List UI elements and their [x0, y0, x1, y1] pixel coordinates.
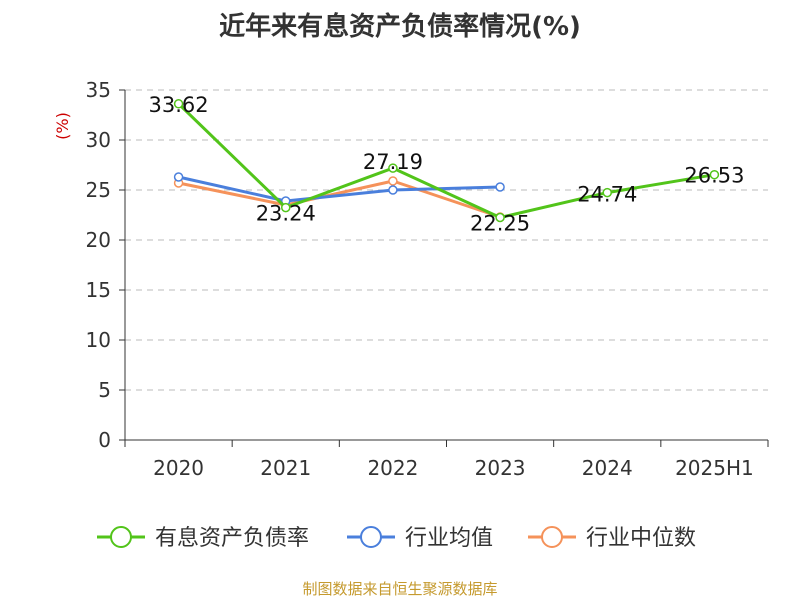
y-tick-label: 30: [86, 128, 111, 152]
legend-marker: [110, 526, 132, 548]
chart-title: 近年来有息资产负债率情况(%): [219, 12, 581, 42]
data-point: [495, 182, 505, 192]
y-tick-label: 25: [86, 178, 111, 202]
data-label: 23.24: [256, 202, 316, 226]
data-point: [709, 169, 720, 180]
y-tick-label: 20: [86, 228, 111, 252]
x-tick-label: 2022: [367, 456, 418, 480]
x-tick-label: 2023: [475, 456, 526, 480]
series-line: [178, 179, 501, 219]
data-point: [281, 202, 291, 213]
x-tick-label: 2020: [153, 456, 204, 480]
data-label: 24.74: [577, 183, 637, 207]
x-tick-label: 2021: [260, 456, 311, 480]
data-point: [173, 99, 184, 109]
series-line: [178, 175, 501, 203]
legend-marker: [360, 526, 382, 548]
data-point: [495, 212, 505, 223]
y-tick-label: 35: [86, 78, 111, 102]
legend-label: 行业中位数: [586, 526, 696, 551]
y-tick-label: 5: [98, 378, 111, 402]
data-point: [602, 187, 612, 198]
source-note: 制图数据来自恒生聚源数据库: [302, 580, 498, 598]
data-label: 26.53: [684, 164, 744, 188]
legend-label: 有息资产负债率: [155, 526, 309, 551]
data-point: [388, 163, 398, 173]
data-label: 27.19: [363, 150, 423, 174]
x-tick-label: 2024: [582, 456, 633, 480]
data-point: [388, 185, 398, 195]
y-tick-label: 10: [86, 328, 111, 352]
y-axis-label: (%): [53, 112, 72, 140]
series-line: [177, 102, 715, 219]
y-tick-label: 0: [98, 428, 111, 452]
data-point: [173, 172, 184, 182]
legend-marker: [541, 526, 563, 548]
legend-label: 行业均值: [405, 526, 493, 551]
data-point: [388, 176, 398, 186]
data-label: 22.25: [470, 212, 530, 236]
x-tick-label: 2025H1: [675, 456, 754, 480]
data-label: 33.62: [149, 93, 209, 117]
y-tick-label: 15: [86, 278, 111, 302]
